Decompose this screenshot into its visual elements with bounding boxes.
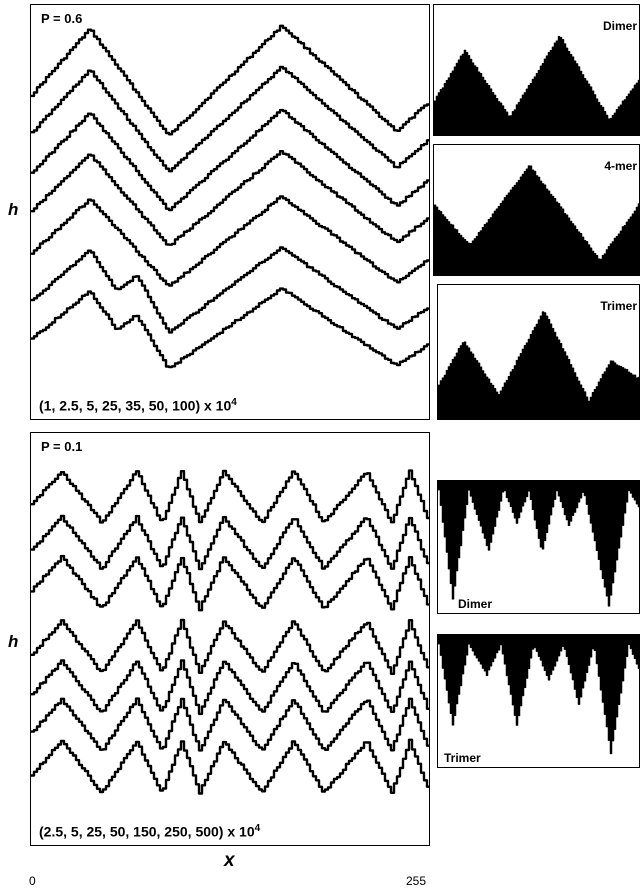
- bottom-side-label-dimer: Dimer: [458, 597, 493, 611]
- bottom-profile-line-2: [31, 514, 429, 571]
- top-side-panel-trimer: Trimer: [437, 284, 640, 420]
- bottom-profile-line-7: [31, 738, 429, 795]
- bottom-trimer-silhouette: [438, 635, 640, 755]
- x-tick-max: 255: [406, 874, 427, 888]
- top-side-label-dimer: Dimer: [602, 19, 637, 33]
- top-trimer-fill: [438, 311, 640, 419]
- top-profile-line-1: [31, 24, 429, 136]
- bottom-y-axis-label: h: [8, 632, 19, 651]
- bottom-side-panel-dimer: Dimer: [437, 480, 640, 614]
- top-profile-line-2: [31, 65, 429, 173]
- bottom-profile-line-6: [31, 697, 429, 752]
- bottom-times-exp: 4: [254, 823, 261, 834]
- bottom-times-text: (2.5, 5, 25, 50, 150, 250, 500) x 10: [39, 823, 255, 840]
- top-4mer-fill: [434, 165, 640, 275]
- x-axis-label: x: [224, 850, 235, 871]
- top-p-label: P = 0.6: [41, 11, 83, 26]
- top-y-axis-label: h: [8, 200, 19, 219]
- top-height-profiles: [31, 24, 429, 369]
- top-side-panel-dimer: Dimer: [433, 4, 640, 136]
- top-profile-line-6: [31, 246, 429, 334]
- bottom-dimer-silhouette: [438, 481, 640, 607]
- top-side-label-trimer: Trimer: [600, 299, 637, 313]
- top-profile-line-7: [31, 287, 429, 369]
- bottom-side-label-trimer: Trimer: [444, 751, 481, 765]
- top-trimer-silhouette: [438, 311, 640, 419]
- bottom-trimer-fill: [438, 635, 640, 755]
- top-profile-line-4: [31, 150, 429, 246]
- bottom-side-panel-trimer: Trimer: [437, 634, 640, 768]
- bottom-times-label: (2.5, 5, 25, 50, 150, 250, 500) x 104: [39, 823, 260, 840]
- bottom-height-profiles: [31, 469, 429, 795]
- top-side-panel-4mer: 4-mer: [433, 144, 640, 276]
- top-main-panel: P = 0.6 (1, 2.5, 5, 25, 35, 50, 100) x 1…: [30, 4, 430, 420]
- top-4mer-silhouette: [434, 165, 640, 275]
- top-times-exp: 4: [231, 397, 237, 408]
- top-profile-line-3: [31, 108, 429, 212]
- bottom-p-label: P = 0.1: [41, 439, 83, 454]
- top-dimer-fill: [434, 36, 640, 135]
- top-profile-line-5: [31, 195, 429, 287]
- bottom-main-panel: P = 0.1 (2.5, 5, 25, 50, 150, 250, 500) …: [30, 432, 430, 846]
- top-times-label: (1, 2.5, 5, 25, 35, 50, 100) x 104: [39, 397, 237, 414]
- bottom-dimer-fill: [438, 481, 640, 607]
- bottom-profile-line-1: [31, 469, 429, 524]
- bottom-profile-line-5: [31, 659, 429, 716]
- top-side-label-4mer: 4-mer: [604, 159, 637, 173]
- top-dimer-silhouette: [434, 36, 640, 135]
- bottom-profile-line-3: [31, 554, 429, 612]
- top-times-text: (1, 2.5, 5, 25, 35, 50, 100) x 10: [39, 397, 232, 414]
- bottom-profile-line-4: [31, 618, 429, 675]
- x-tick-min: 0: [29, 874, 36, 888]
